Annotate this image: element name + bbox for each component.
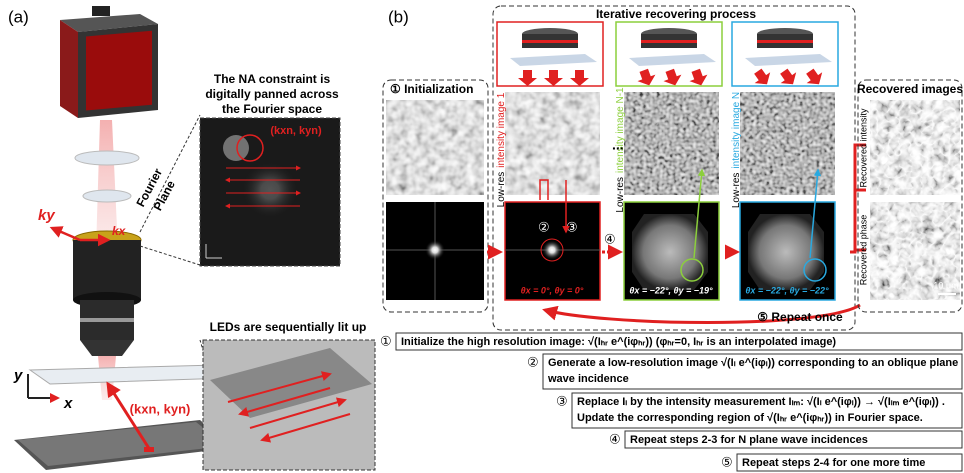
step: ① Initialize the high resolution image: √…: [380, 333, 962, 350]
step-number: ④: [609, 431, 621, 446]
step: ② Generate a low-resolution image √(Iₗ e^…: [527, 354, 962, 389]
ky-label: ky: [38, 207, 55, 224]
step-text: Repeat steps 2-3 for N plane wave incide…: [630, 434, 868, 446]
illuminator: [86, 31, 152, 111]
step-number: ⑤: [721, 454, 733, 469]
scale-bar-label: 10 μm: [933, 280, 958, 290]
column: Low-resintensity image N-1θx = −22°, θy …: [615, 22, 722, 300]
angle-label: θx = −22°, θy = −19°: [629, 285, 713, 295]
low-res-image: [740, 92, 835, 195]
kx-label: kx: [112, 224, 127, 238]
panel-label: (a): [8, 7, 29, 26]
illuminator: [60, 20, 78, 118]
column-label: Low-resintensity image N: [731, 92, 742, 208]
initialization-label: ① Initialization: [390, 82, 473, 96]
steps: ① Initialize the high resolution image: √…: [380, 333, 962, 471]
led-coordinate: (kxn, kyn): [130, 401, 191, 416]
step-text: Repeat steps 2-4 for one more time: [742, 457, 925, 469]
objective: [80, 318, 134, 322]
step-number: ③: [556, 393, 568, 408]
lenses: [75, 151, 139, 165]
led-array: [14, 340, 232, 470]
columns: Low-resintensity image 1 θx = 0°, θy = 0°…: [496, 22, 838, 300]
init-fourier: [386, 202, 484, 300]
column: Low-resintensity image N θx = −22°, θy = …: [731, 22, 838, 300]
na-caption: The NA constraint is: [214, 72, 331, 86]
angle-label: θx = 0°, θy = 0°: [521, 285, 584, 295]
repeat-label: ⑤ Repeat once: [757, 310, 843, 324]
column-index: intensity image 1: [496, 92, 507, 167]
objective-band: [757, 40, 813, 43]
step-text: Update the corresponding region of √(Iₕᵣ…: [577, 412, 923, 424]
axis-y-label: y: [13, 367, 23, 384]
panel-a: (a) ky kx Fourier Plane The NA constrain…: [8, 6, 375, 470]
objective: [80, 340, 134, 356]
recovered-intensity-label: Recovered intensity: [858, 108, 868, 188]
step-marker: ②: [538, 219, 550, 234]
objective-band: [641, 40, 697, 43]
fourier-peak: [542, 240, 562, 260]
column-index: intensity image N-1: [615, 87, 626, 173]
fourier-inset: [200, 118, 340, 266]
iterative-title: Iterative recovering process: [596, 7, 756, 21]
objective-band: [522, 40, 578, 43]
low-res-image: [624, 92, 719, 195]
init-fourier: [425, 240, 445, 260]
step-text: Replace Iₗ by the intensity measurement …: [577, 396, 945, 408]
panel-label: (b): [388, 7, 409, 26]
axis-x-label: x: [63, 395, 73, 412]
step-marker: ③: [566, 219, 578, 234]
led-caption: LEDs are sequentially lit up: [210, 320, 367, 334]
column: Low-resintensity image 1 θx = 0°, θy = 0°: [496, 22, 603, 300]
panel-b: (b) ① Initialization Iterative recoverin…: [380, 6, 963, 471]
step-text: wave incidence: [547, 373, 629, 385]
step-marker: ④: [604, 231, 616, 246]
recovered-title: Recovered images: [857, 82, 963, 96]
column-label: Low-resintensity image 1: [496, 92, 507, 207]
fourier-inset: [240, 160, 300, 220]
step: ⑤ Repeat steps 2-4 for one more time: [721, 454, 962, 471]
objective: [73, 240, 141, 300]
figure: (a) ky kx Fourier Plane The NA constrain…: [0, 0, 964, 473]
step: ③ Replace Iₗ by the intensity measurement…: [556, 393, 962, 428]
na-caption: the Fourier space: [222, 102, 322, 116]
lenses: [83, 190, 131, 202]
fourier-plane-callout: [140, 246, 200, 265]
fourier-inset: [223, 135, 249, 161]
step: ④ Repeat steps 2-3 for N plane wave incid…: [609, 431, 962, 448]
illuminator: [60, 6, 158, 118]
step-number: ①: [380, 333, 392, 348]
step-text: Initialize the high resolution image: √(…: [401, 336, 836, 348]
led-array: [144, 447, 154, 452]
angle-label: θx = −22°, θy = −22°: [745, 285, 829, 295]
inset-coordinate: (kxn, kyn): [270, 125, 322, 137]
axes-ky: [52, 228, 80, 240]
step-number: ②: [527, 354, 539, 369]
illuminator: [92, 6, 110, 16]
led-inset: [203, 340, 375, 470]
ellipsis: ...: [612, 137, 624, 153]
column-index: intensity image N: [731, 92, 742, 169]
na-caption: digitally panned across: [205, 87, 339, 101]
recovered-intensity-image: [870, 100, 960, 195]
init-image: [386, 100, 484, 195]
recovered-phase-label: Recovered phase: [858, 215, 868, 286]
low-res-image: [505, 92, 600, 195]
objective: [73, 231, 141, 356]
step-text: Generate a low-resolution image √(Iₗ e^(…: [548, 357, 958, 369]
